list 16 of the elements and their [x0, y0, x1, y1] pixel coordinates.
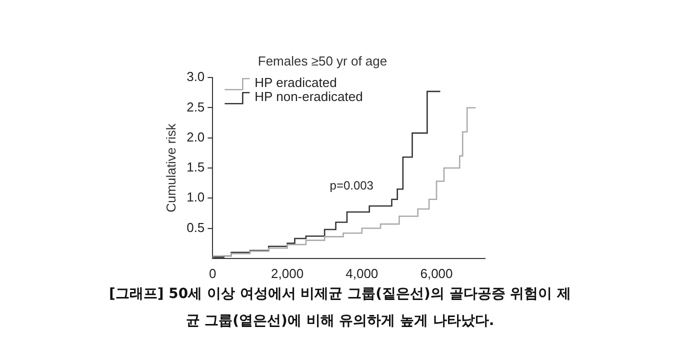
y-tick-label: 2.0 — [186, 129, 205, 144]
y-axis-title: Cumulative risk — [163, 123, 178, 212]
text: [그래프] 50세 이상 여성에서 비제균 그룹(짙은선)의 골다공증 위험이 제균 그룹(옅은선)에 비해 유의하게 높게 나타났다. — [108, 285, 572, 331]
x-tick-label: 4,000 — [346, 266, 378, 281]
x-tick-label: 6,000 — [420, 266, 453, 281]
x-tick-label: 0 — [209, 266, 216, 281]
y-tick-label: 1.0 — [186, 190, 205, 205]
y-tick-label: 2.5 — [186, 99, 205, 114]
annotation: p=0.003 — [330, 178, 374, 192]
x-tick-label: 2,000 — [271, 266, 304, 281]
legend-label: HP non-eradicated — [254, 89, 363, 104]
chart-title: Females ≥50 yr of age — [258, 53, 388, 68]
y-tick-label: 3.0 — [186, 69, 205, 84]
legend-label: HP eradicated — [254, 75, 337, 90]
y-tick-label: 1.5 — [186, 160, 205, 175]
y-tick-label: 0.5 — [186, 220, 205, 235]
